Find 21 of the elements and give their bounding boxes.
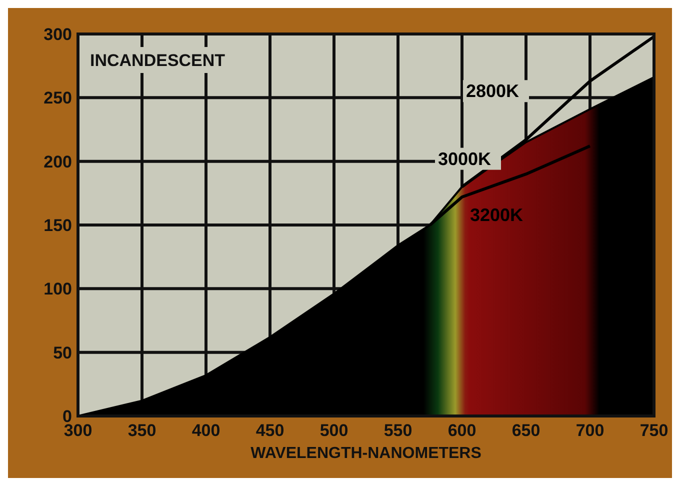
- y-tick-label: 200: [44, 152, 72, 172]
- series-label: 3000K: [438, 148, 492, 169]
- x-tick-label: 750: [640, 421, 668, 440]
- x-tick-label: 450: [256, 421, 284, 440]
- y-tick-label: 50: [53, 343, 72, 362]
- x-tick-label: 600: [448, 421, 476, 440]
- x-tick-label: 700: [576, 421, 604, 440]
- x-tick-label: 500: [320, 421, 348, 440]
- x-tick-label: 350: [128, 421, 156, 440]
- x-axis-title: WAVELENGTH-NANOMETERS: [250, 445, 482, 462]
- y-tick-label: 300: [44, 25, 72, 44]
- x-tick-label: 400: [192, 421, 220, 440]
- x-tick-label: 650: [512, 421, 540, 440]
- series-label: 2800K: [466, 81, 520, 102]
- y-tick-label: 250: [44, 88, 72, 108]
- y-tick-label: 150: [44, 216, 72, 235]
- y-tick-label: 100: [44, 280, 72, 299]
- line-series: [428, 144, 592, 226]
- series-label: 3200K: [470, 204, 524, 225]
- annotation: INCANDESCENT: [90, 51, 226, 70]
- x-tick-label: 550: [384, 421, 412, 440]
